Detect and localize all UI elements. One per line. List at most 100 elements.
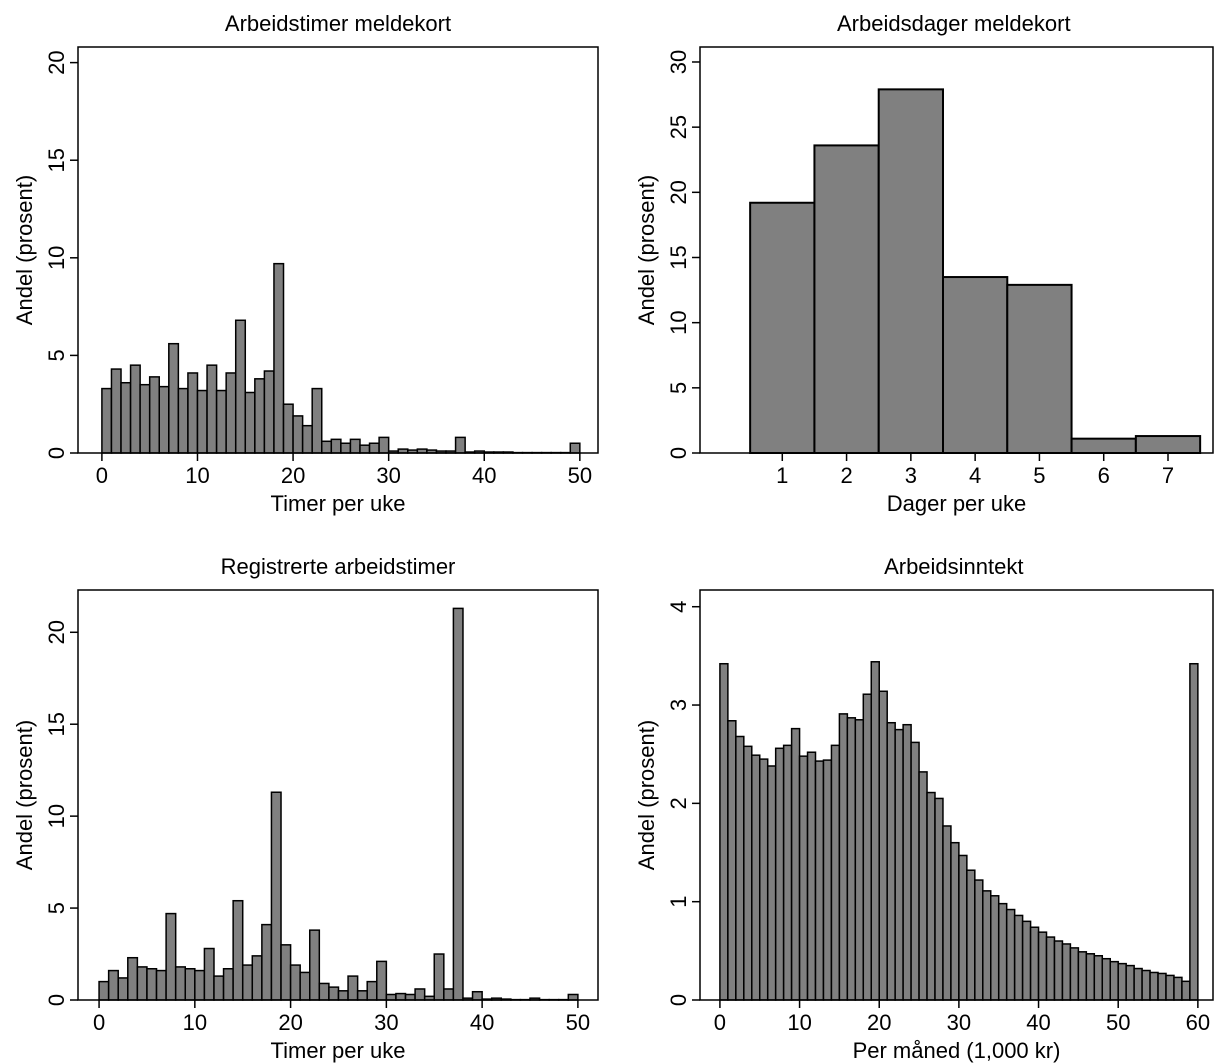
bar bbox=[443, 988, 455, 1001]
bar bbox=[273, 262, 285, 454]
bar bbox=[244, 391, 256, 454]
bar bbox=[414, 988, 426, 1001]
bar bbox=[934, 797, 944, 1001]
bar bbox=[1021, 920, 1032, 1001]
bar bbox=[966, 869, 976, 1001]
y-axis-label: Andel (prosent) bbox=[12, 720, 37, 870]
bar bbox=[1029, 926, 1040, 1001]
y-tick-label: 5 bbox=[44, 349, 69, 361]
x-tick-label: 5 bbox=[1033, 463, 1045, 488]
bar bbox=[471, 990, 483, 1001]
x-tick-label: 40 bbox=[470, 1010, 494, 1035]
y-tick-label: 15 bbox=[666, 245, 691, 269]
y-tick-label: 1 bbox=[666, 896, 691, 908]
bar bbox=[270, 791, 282, 1001]
bar bbox=[1069, 947, 1080, 1001]
bar bbox=[299, 971, 311, 1001]
bar bbox=[567, 993, 579, 1001]
bar bbox=[719, 662, 729, 1001]
x-tick-label: 0 bbox=[93, 1010, 105, 1035]
bar bbox=[902, 723, 912, 1001]
y-tick-label: 25 bbox=[666, 115, 691, 139]
bar bbox=[98, 980, 110, 1001]
bar bbox=[1037, 931, 1048, 1001]
y-tick-label: 2 bbox=[666, 797, 691, 809]
x-tick-label: 20 bbox=[281, 463, 305, 488]
x-tick-label: 30 bbox=[947, 1010, 971, 1035]
plot-frame bbox=[77, 46, 599, 454]
bar bbox=[395, 992, 407, 1001]
y-tick-label: 30 bbox=[666, 50, 691, 74]
bar bbox=[174, 966, 187, 1001]
y-tick-label: 5 bbox=[666, 382, 691, 394]
bar bbox=[910, 741, 920, 1001]
x-tick-label: 50 bbox=[1106, 1010, 1130, 1035]
x-axis-label: Per måned (1,000 kr) bbox=[853, 1038, 1061, 1063]
panel-title: Arbeidsdager meldekort bbox=[837, 11, 1071, 36]
bar bbox=[735, 735, 745, 1001]
bar bbox=[1181, 980, 1191, 1001]
y-tick-label: 15 bbox=[44, 712, 69, 736]
x-tick-label: 10 bbox=[183, 1010, 207, 1035]
x-tick-label: 40 bbox=[1026, 1010, 1050, 1035]
x-tick-label: 30 bbox=[374, 1010, 398, 1035]
bar bbox=[301, 424, 313, 454]
x-tick-label: 1 bbox=[776, 463, 788, 488]
y-tick-label: 4 bbox=[666, 601, 691, 613]
bar bbox=[129, 364, 141, 454]
bar bbox=[215, 389, 227, 454]
plot-frame bbox=[77, 589, 599, 1001]
bar bbox=[337, 990, 349, 1001]
panel-title: Arbeidstimer meldekort bbox=[225, 11, 451, 36]
y-tick-label: 20 bbox=[44, 50, 69, 74]
bar bbox=[942, 825, 952, 1001]
bar bbox=[1005, 908, 1016, 1001]
bar bbox=[942, 276, 1009, 455]
bar bbox=[101, 387, 113, 454]
y-axis-label: Andel (prosent) bbox=[634, 720, 659, 870]
bar bbox=[168, 342, 180, 454]
bar bbox=[1093, 955, 1104, 1001]
bar bbox=[997, 902, 1008, 1001]
bar bbox=[433, 953, 445, 1001]
bar bbox=[894, 728, 904, 1001]
bar bbox=[404, 993, 416, 1001]
bar bbox=[232, 899, 244, 1001]
y-tick-label: 10 bbox=[666, 310, 691, 334]
bar bbox=[148, 376, 161, 454]
bar bbox=[187, 372, 199, 454]
y-tick-label: 0 bbox=[666, 447, 691, 459]
y-tick-label: 20 bbox=[666, 180, 691, 204]
x-tick-label: 0 bbox=[96, 463, 108, 488]
bar bbox=[830, 744, 841, 1001]
bar bbox=[798, 755, 809, 1001]
bar bbox=[749, 201, 816, 454]
bar bbox=[877, 88, 945, 454]
bar bbox=[950, 841, 960, 1001]
bar bbox=[774, 747, 785, 1001]
x-tick-label: 20 bbox=[867, 1010, 891, 1035]
y-axis-label: Andel (prosent) bbox=[12, 175, 37, 325]
x-tick-label: 7 bbox=[1162, 463, 1174, 488]
plot-frame bbox=[699, 46, 1214, 454]
bar bbox=[1109, 960, 1119, 1001]
bar bbox=[136, 966, 148, 1001]
bar bbox=[454, 436, 466, 454]
bar bbox=[990, 895, 1000, 1001]
bar bbox=[340, 442, 352, 454]
x-tick-label: 50 bbox=[568, 463, 592, 488]
bar bbox=[241, 964, 254, 1001]
panel-title: Arbeidsinntekt bbox=[884, 554, 1023, 579]
bar bbox=[289, 964, 301, 1001]
bar bbox=[1061, 943, 1072, 1001]
bar bbox=[918, 771, 928, 1001]
x-tick-label: 4 bbox=[969, 463, 981, 488]
bar bbox=[349, 438, 361, 454]
bar bbox=[1117, 962, 1127, 1001]
bar bbox=[1101, 957, 1111, 1001]
bar bbox=[1189, 662, 1199, 1001]
x-tick-label: 3 bbox=[905, 463, 917, 488]
bar bbox=[139, 383, 151, 454]
